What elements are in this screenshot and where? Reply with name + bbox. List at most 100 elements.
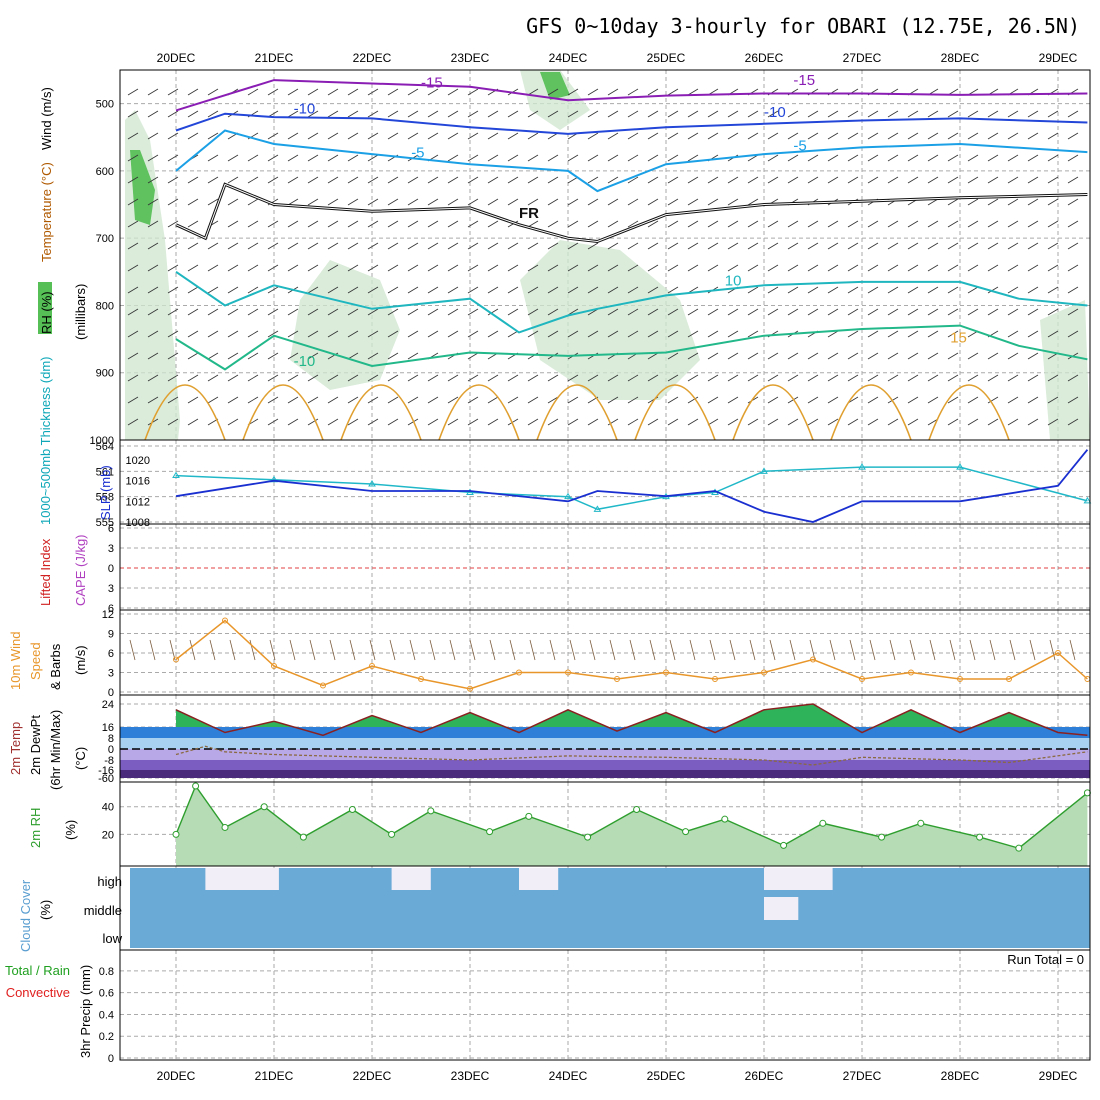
y-tick-label: 0.6 bbox=[99, 988, 114, 1000]
wind-barb bbox=[987, 396, 999, 404]
wind-barb bbox=[687, 396, 699, 404]
wind-barb bbox=[807, 308, 819, 316]
wind-barb bbox=[627, 264, 639, 272]
wind-barb bbox=[687, 330, 699, 338]
wind10m-marker bbox=[957, 676, 963, 682]
wind-barb bbox=[767, 418, 779, 426]
wind-barb bbox=[607, 396, 619, 404]
wind-barb bbox=[867, 264, 879, 272]
wind-barb bbox=[367, 264, 379, 272]
wind-barb bbox=[127, 308, 139, 316]
wind-barb bbox=[207, 88, 219, 96]
contour-label: -5 bbox=[411, 144, 424, 161]
date-label-top: 27DEC bbox=[843, 51, 882, 65]
y-tick-label: 800 bbox=[96, 300, 114, 312]
wind-barb bbox=[527, 154, 539, 162]
wind-barb bbox=[767, 220, 779, 228]
wind-barb bbox=[287, 132, 299, 140]
wind-barb bbox=[307, 88, 319, 96]
wind-barb bbox=[1007, 308, 1019, 316]
wind-barb bbox=[1007, 286, 1019, 294]
wind-barb bbox=[547, 242, 559, 250]
wind-barb bbox=[727, 396, 739, 404]
wind-barb bbox=[647, 220, 659, 228]
wind-barb bbox=[927, 154, 939, 162]
wind-barb bbox=[607, 418, 619, 426]
wind-barb bbox=[287, 242, 299, 250]
y-tick-label: 0 bbox=[108, 687, 114, 699]
wind-barb bbox=[847, 308, 859, 316]
wind10m-barb bbox=[549, 639, 556, 661]
rh-shaded-region bbox=[520, 240, 700, 400]
wind-barb bbox=[727, 374, 739, 382]
wind-barb bbox=[167, 418, 179, 426]
wind-barb bbox=[607, 374, 619, 382]
y-tick-label: 0.2 bbox=[99, 1031, 114, 1043]
wind-barb bbox=[407, 374, 419, 382]
date-label-bottom: 26DEC bbox=[745, 1069, 784, 1083]
wind-barb bbox=[1047, 132, 1059, 140]
wind-barb bbox=[587, 330, 599, 338]
wind-barb bbox=[447, 110, 459, 118]
wind-barb bbox=[327, 176, 339, 184]
wind-barb bbox=[447, 242, 459, 250]
wind-barb bbox=[447, 264, 459, 272]
wind-barb bbox=[387, 330, 399, 338]
wind-barb bbox=[507, 110, 519, 118]
wind-barb bbox=[1027, 396, 1039, 404]
wind-barb bbox=[987, 264, 999, 272]
wind-barb bbox=[807, 374, 819, 382]
wind-barb bbox=[1067, 242, 1079, 250]
wind-barb bbox=[187, 330, 199, 338]
wind10m-barb bbox=[129, 639, 136, 661]
wind10m-marker bbox=[614, 676, 620, 682]
wind-barb bbox=[387, 198, 399, 206]
wind10m-barb bbox=[689, 639, 696, 661]
wind-barb bbox=[747, 132, 759, 140]
wind-barb bbox=[547, 374, 559, 382]
wind-barb bbox=[987, 308, 999, 316]
wind10m-marker bbox=[418, 676, 424, 682]
wind-barb bbox=[447, 198, 459, 206]
y-tick-label-right: 1020 bbox=[126, 455, 150, 467]
wind-barb bbox=[147, 396, 159, 404]
wind-barb bbox=[947, 418, 959, 426]
wind-barb bbox=[527, 264, 539, 272]
wind-barb bbox=[207, 176, 219, 184]
wind-barb bbox=[647, 308, 659, 316]
wind-barb bbox=[627, 176, 639, 184]
wind10m-barb bbox=[1069, 639, 1076, 661]
wind10m-barb bbox=[849, 639, 856, 661]
wind-barb bbox=[267, 220, 279, 228]
wind-barb bbox=[787, 242, 799, 250]
wind-barb bbox=[407, 352, 419, 360]
wind-barb bbox=[587, 154, 599, 162]
wind-barb bbox=[947, 110, 959, 118]
wind-barb bbox=[607, 132, 619, 140]
wind-barb bbox=[367, 220, 379, 228]
y-tick-label: 700 bbox=[96, 233, 114, 245]
wind-barb bbox=[367, 286, 379, 294]
wind-barb bbox=[967, 220, 979, 228]
wind-barb bbox=[267, 352, 279, 360]
wind10m-marker bbox=[222, 617, 228, 624]
wind-barb bbox=[867, 330, 879, 338]
wind-barb bbox=[647, 330, 659, 338]
wind-barb bbox=[267, 154, 279, 162]
wind-barb bbox=[487, 330, 499, 338]
wind-barb bbox=[727, 330, 739, 338]
wind-barb bbox=[167, 132, 179, 140]
wind-barb bbox=[767, 374, 779, 382]
ylabel-rh-pct: (%) bbox=[63, 820, 78, 840]
wind-barb bbox=[947, 242, 959, 250]
wind-barb bbox=[607, 88, 619, 96]
wind10m-marker bbox=[565, 669, 571, 676]
wind-barb bbox=[467, 176, 479, 184]
wind-barb bbox=[647, 132, 659, 140]
wind10m-barb bbox=[709, 639, 716, 661]
wind-barb bbox=[387, 396, 399, 404]
wind-barb bbox=[407, 242, 419, 250]
wind-barb bbox=[407, 220, 419, 228]
rh2m-marker bbox=[819, 819, 827, 827]
wind-barb bbox=[247, 330, 259, 338]
